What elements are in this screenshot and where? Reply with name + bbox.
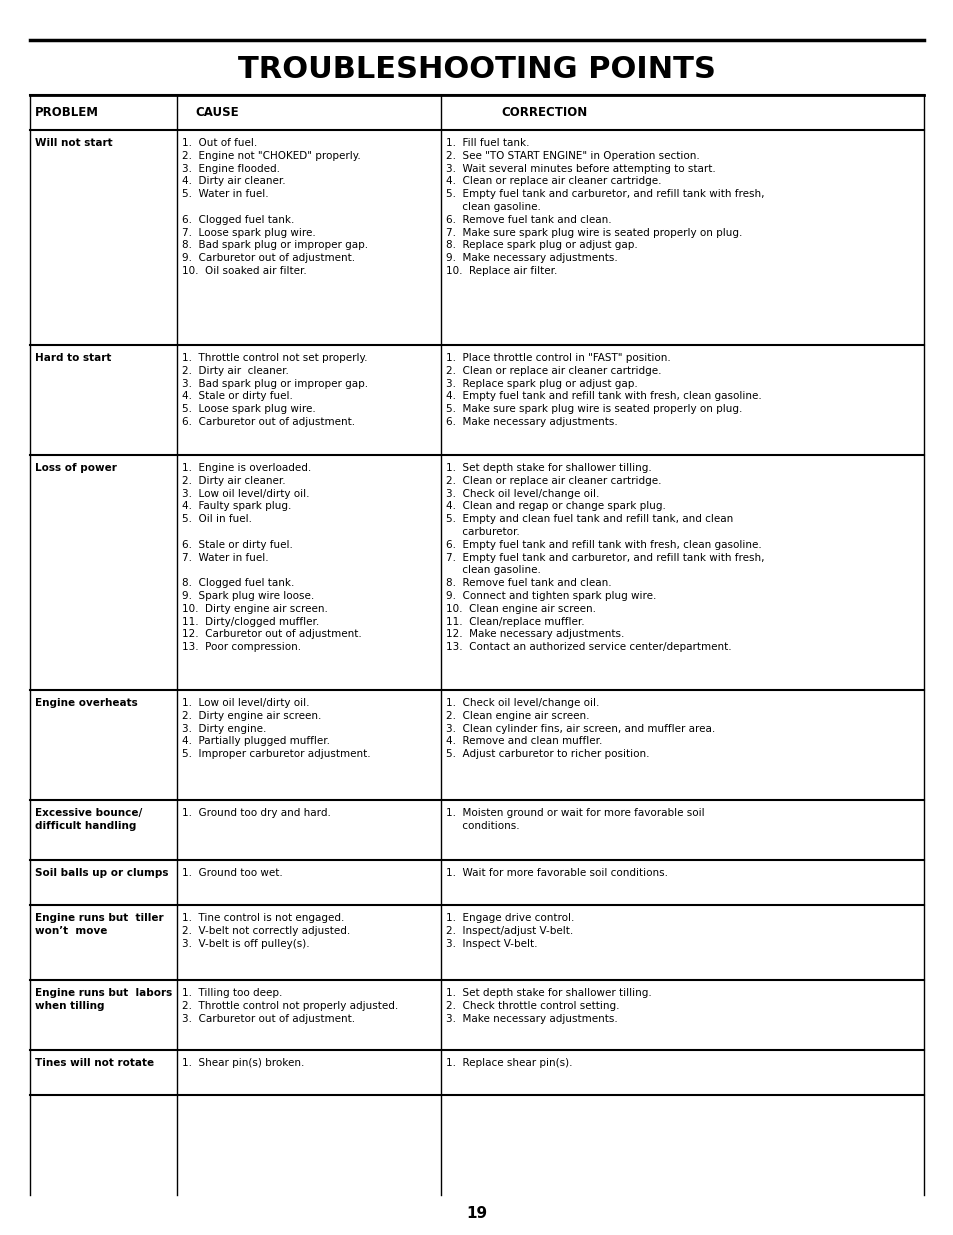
- Text: PROBLEM: PROBLEM: [35, 106, 99, 119]
- Text: 1.  Replace shear pin(s).: 1. Replace shear pin(s).: [446, 1058, 572, 1068]
- Text: Will not start: Will not start: [35, 138, 112, 148]
- Text: Engine overheats: Engine overheats: [35, 698, 137, 708]
- Text: Hard to start: Hard to start: [35, 353, 112, 363]
- Text: 1.  Tine control is not engaged.
2.  V-belt not correctly adjusted.
3.  V-belt i: 1. Tine control is not engaged. 2. V-bel…: [182, 913, 350, 948]
- Text: Excessive bounce/
difficult handling: Excessive bounce/ difficult handling: [35, 808, 142, 831]
- Text: 1.  Engage drive control.
2.  Inspect/adjust V-belt.
3.  Inspect V-belt.: 1. Engage drive control. 2. Inspect/adju…: [446, 913, 574, 948]
- Text: 1.  Set depth stake for shallower tilling.
2.  Check throttle control setting.
3: 1. Set depth stake for shallower tilling…: [446, 988, 651, 1024]
- Text: Engine runs but  tiller
won’t  move: Engine runs but tiller won’t move: [35, 913, 164, 936]
- Text: 1.  Place throttle control in "FAST" position.
2.  Clean or replace air cleaner : 1. Place throttle control in "FAST" posi…: [446, 353, 760, 427]
- Text: 1.  Out of fuel.
2.  Engine not "CHOKED" properly.
3.  Engine flooded.
4.  Dirty: 1. Out of fuel. 2. Engine not "CHOKED" p…: [182, 138, 368, 275]
- Text: Tines will not rotate: Tines will not rotate: [35, 1058, 154, 1068]
- Text: 1.  Low oil level/dirty oil.
2.  Dirty engine air screen.
3.  Dirty engine.
4.  : 1. Low oil level/dirty oil. 2. Dirty eng…: [182, 698, 370, 760]
- Text: 1.  Fill fuel tank.
2.  See "TO START ENGINE" in Operation section.
3.  Wait sev: 1. Fill fuel tank. 2. See "TO START ENGI…: [446, 138, 763, 275]
- Text: Engine runs but  labors
when tilling: Engine runs but labors when tilling: [35, 988, 172, 1011]
- Text: 1.  Check oil level/change oil.
2.  Clean engine air screen.
3.  Clean cylinder : 1. Check oil level/change oil. 2. Clean …: [446, 698, 715, 760]
- Text: Loss of power: Loss of power: [35, 463, 117, 473]
- Text: TROUBLESHOOTING POINTS: TROUBLESHOOTING POINTS: [238, 56, 715, 84]
- Text: 1.  Shear pin(s) broken.: 1. Shear pin(s) broken.: [182, 1058, 304, 1068]
- Text: 1.  Moisten ground or wait for more favorable soil
     conditions.: 1. Moisten ground or wait for more favor…: [446, 808, 704, 831]
- Text: 1.  Wait for more favorable soil conditions.: 1. Wait for more favorable soil conditio…: [446, 868, 667, 878]
- Text: CORRECTION: CORRECTION: [500, 106, 587, 119]
- Text: Soil balls up or clumps: Soil balls up or clumps: [35, 868, 169, 878]
- Text: CAUSE: CAUSE: [195, 106, 238, 119]
- Text: 1.  Tilling too deep.
2.  Throttle control not properly adjusted.
3.  Carburetor: 1. Tilling too deep. 2. Throttle control…: [182, 988, 397, 1024]
- Text: 1.  Ground too wet.: 1. Ground too wet.: [182, 868, 282, 878]
- Text: 1.  Ground too dry and hard.: 1. Ground too dry and hard.: [182, 808, 331, 818]
- Text: 1.  Set depth stake for shallower tilling.
2.  Clean or replace air cleaner cart: 1. Set depth stake for shallower tilling…: [446, 463, 763, 652]
- Text: 19: 19: [466, 1205, 487, 1220]
- Text: 1.  Engine is overloaded.
2.  Dirty air cleaner.
3.  Low oil level/dirty oil.
4.: 1. Engine is overloaded. 2. Dirty air cl…: [182, 463, 361, 652]
- Text: 1.  Throttle control not set properly.
2.  Dirty air  cleaner.
3.  Bad spark plu: 1. Throttle control not set properly. 2.…: [182, 353, 368, 427]
